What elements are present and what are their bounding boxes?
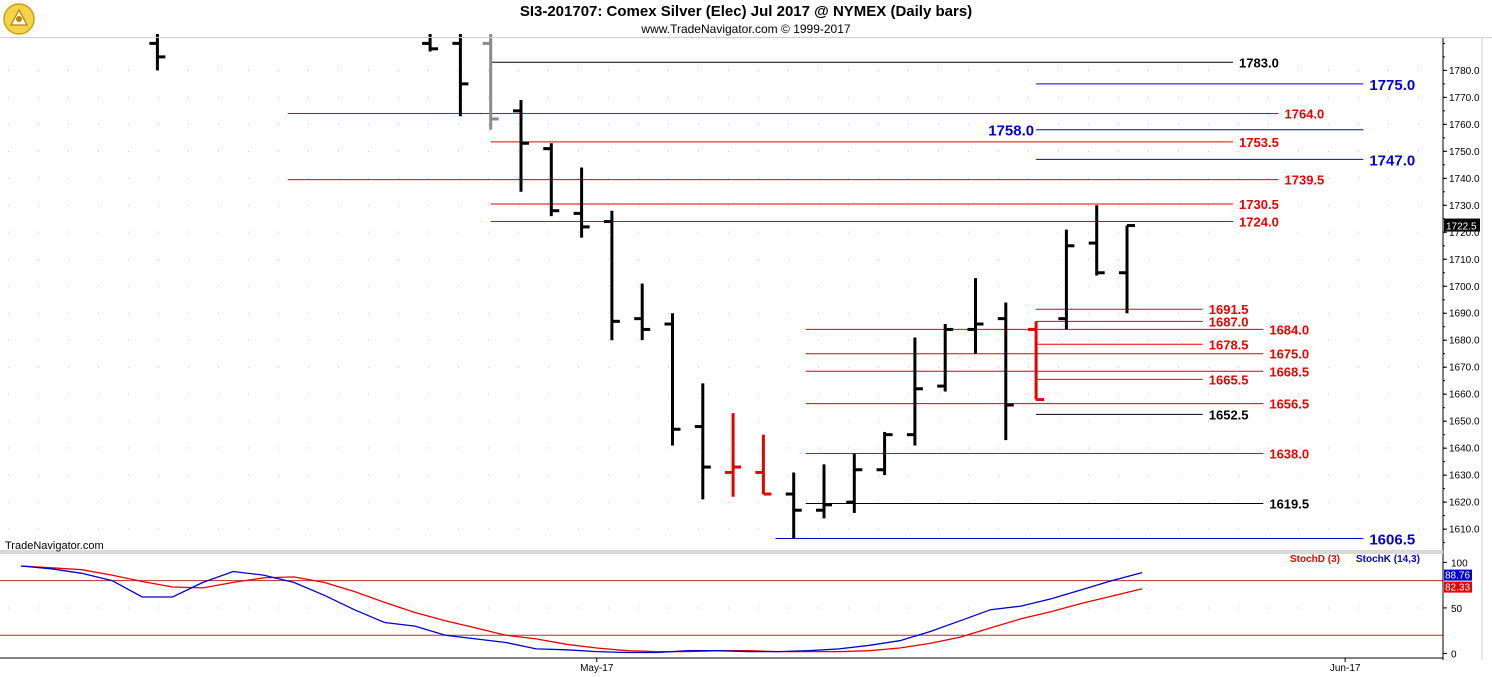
level-label: 1758.0	[988, 123, 1034, 140]
y-tick-label: 1760.0	[1449, 120, 1480, 131]
level-label: 1691.5	[1209, 302, 1249, 317]
ohlc-bar	[482, 34, 499, 130]
ohlc-bar	[513, 100, 529, 192]
grid-dots	[8, 69, 1439, 530]
y-tick-label: 1640.0	[1449, 444, 1480, 455]
ohlc-bar	[846, 453, 863, 513]
level-label: 1730.5	[1239, 197, 1279, 212]
level-label: 1747.0	[1369, 152, 1415, 169]
level-label: 1783.0	[1239, 55, 1279, 70]
y-tick-label: 1670.0	[1449, 363, 1480, 374]
ohlc-bar	[725, 413, 742, 497]
y-tick-label: 1660.0	[1449, 390, 1480, 401]
stoch-line	[21, 565, 1143, 653]
last-price-box	[1444, 218, 1480, 232]
level-label: 1739.5	[1285, 173, 1325, 188]
trade-navigator-logo-icon	[3, 3, 35, 35]
ohlc-bar	[1088, 205, 1105, 276]
price-levels: 1783.0 1775.0 1764.0 1758.0 1753.5 1747.0 1739…	[287, 55, 1415, 549]
level-label: 1668.5	[1269, 364, 1309, 379]
panel-divider	[0, 550, 1443, 554]
y-tick-label: 1690.0	[1449, 309, 1480, 320]
y-tick-label: 1750.0	[1449, 147, 1480, 158]
chart-subtitle: www.TradeNavigator.com © 1999-2017	[641, 22, 851, 36]
ohlc-bar	[543, 143, 560, 217]
level-label: 1675.0	[1269, 347, 1309, 362]
ohlc-bar	[573, 167, 590, 238]
stoch-y-tick-label: 0	[1451, 649, 1457, 660]
level-label: 1678.5	[1209, 337, 1249, 352]
level-label: 1638.0	[1269, 447, 1309, 462]
y-tick-label: 1720.0	[1449, 228, 1480, 239]
stoch-line	[21, 565, 1143, 654]
y-tick-label: 1730.0	[1449, 201, 1480, 212]
ohlc-bar	[1028, 321, 1045, 402]
stoch-k-legend: StochK (14,3)	[1356, 554, 1420, 565]
y-tick-label: 1770.0	[1449, 93, 1480, 104]
stoch-y-tick-label: 100	[1451, 558, 1468, 569]
level-label: 1687.0	[1209, 314, 1249, 329]
ohlc-bar	[1058, 229, 1075, 330]
y-tick-label: 1740.0	[1449, 174, 1480, 185]
level-label: 1656.5	[1269, 397, 1309, 412]
ohlc-bar	[967, 278, 984, 354]
level-label: 1652.5	[1209, 407, 1249, 422]
level-label: 1775.0	[1369, 77, 1415, 94]
ohlc-bar	[452, 34, 469, 117]
y-tick-label: 1620.0	[1449, 498, 1480, 509]
price-axis: 1610.0 1620.0 1630.0 1640.0 1650.0 1660.0 1670…	[1443, 42, 1480, 544]
last-price-label: 1722.5	[1446, 222, 1477, 233]
stoch-d-legend: StochD (3)	[1290, 554, 1340, 565]
y-tick-label: 1610.0	[1449, 525, 1480, 536]
stoch-last-box	[1444, 569, 1472, 581]
ohlc-bar	[937, 324, 954, 392]
ohlc-bar	[876, 431, 893, 476]
y-tick-label: 1700.0	[1449, 282, 1480, 293]
level-label: 1764.0	[1285, 107, 1325, 122]
ohlc-bar	[997, 302, 1014, 441]
y-tick-label: 1650.0	[1449, 417, 1480, 428]
y-tick-label: 1780.0	[1449, 66, 1480, 77]
stoch-last-label: 88.76	[1445, 571, 1470, 582]
ohlc-bar	[755, 434, 772, 496]
chart-frame: May-17 Jun-17	[0, 37, 1492, 674]
ohlc-bar	[634, 283, 651, 341]
y-tick-label: 1710.0	[1449, 255, 1480, 266]
level-label: 1606.5	[1369, 532, 1415, 549]
x-tick-label: May-17	[580, 663, 614, 674]
chart-title: SI3-201707: Comex Silver (Elec) Jul 2017…	[519, 3, 973, 20]
ohlc-bar	[603, 210, 620, 341]
level-label: 1724.0	[1239, 214, 1279, 229]
ohlc-bar	[816, 464, 832, 519]
ohlc-bar	[906, 337, 923, 446]
ohlc-bar	[785, 472, 802, 539]
y-tick-label: 1630.0	[1449, 471, 1480, 482]
ohlc-bar	[694, 383, 711, 500]
stoch-last-label: 82.33	[1445, 583, 1470, 594]
x-tick-label: Jun-17	[1330, 663, 1361, 674]
level-label: 1753.5	[1239, 135, 1279, 150]
ohlc-bar	[1119, 224, 1135, 314]
stoch-y-tick-label: 50	[1451, 604, 1463, 615]
watermark-text: TradeNavigator.com	[5, 540, 104, 552]
ohlc-bars	[149, 34, 1135, 539]
y-tick-label: 1680.0	[1449, 336, 1480, 347]
stoch-last-box	[1444, 581, 1472, 593]
ohlc-bar	[149, 34, 166, 71]
ohlc-bar	[422, 34, 439, 52]
level-label: 1619.5	[1269, 496, 1309, 511]
level-label: 1665.5	[1209, 372, 1249, 387]
level-label: 1684.0	[1269, 322, 1309, 337]
ohlc-bar	[664, 313, 681, 446]
